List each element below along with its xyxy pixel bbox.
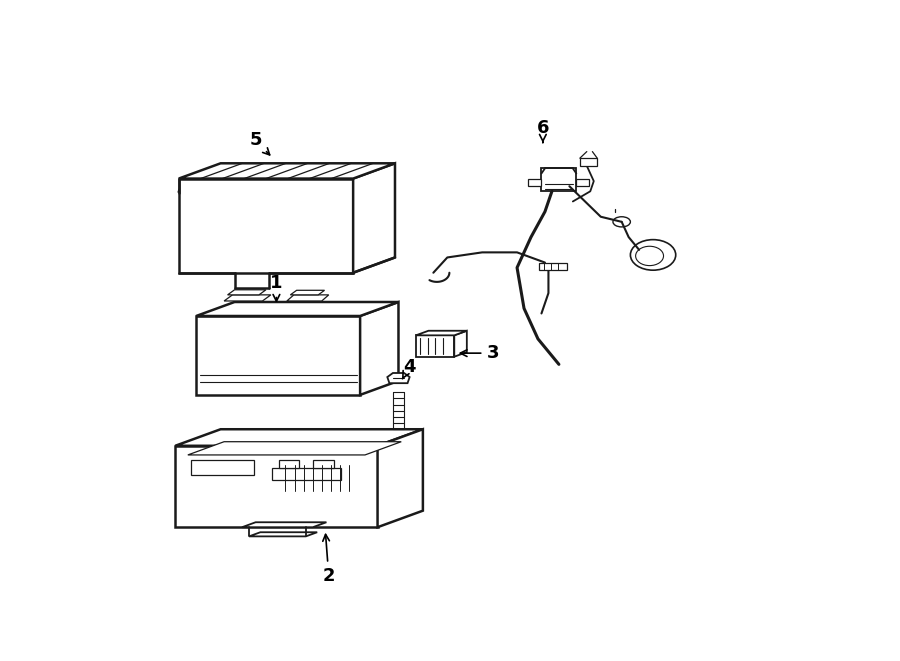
Polygon shape [196,302,399,316]
Polygon shape [539,262,567,270]
Polygon shape [278,460,300,468]
Polygon shape [272,468,341,481]
Text: 5: 5 [249,132,270,155]
Polygon shape [360,302,399,395]
Polygon shape [242,522,327,527]
Polygon shape [228,290,266,295]
Polygon shape [454,330,467,357]
Polygon shape [291,290,325,295]
Text: 4: 4 [402,358,415,379]
Polygon shape [527,178,542,186]
Polygon shape [224,295,271,301]
Text: 3: 3 [460,344,499,362]
Polygon shape [576,178,589,186]
Polygon shape [192,460,254,475]
Text: 6: 6 [536,119,549,142]
Polygon shape [378,429,423,527]
Polygon shape [176,429,423,446]
Polygon shape [542,169,576,191]
Polygon shape [313,460,334,468]
Text: 2: 2 [322,534,335,584]
Polygon shape [353,163,395,273]
Polygon shape [287,295,328,301]
Polygon shape [416,335,454,357]
Polygon shape [188,442,401,455]
Polygon shape [387,373,410,383]
Polygon shape [580,158,598,166]
Polygon shape [179,163,395,178]
Polygon shape [249,532,317,536]
Polygon shape [176,446,378,527]
Polygon shape [196,316,360,395]
Ellipse shape [630,240,676,270]
Polygon shape [416,330,467,335]
Polygon shape [179,178,353,273]
Text: 1: 1 [270,274,283,301]
